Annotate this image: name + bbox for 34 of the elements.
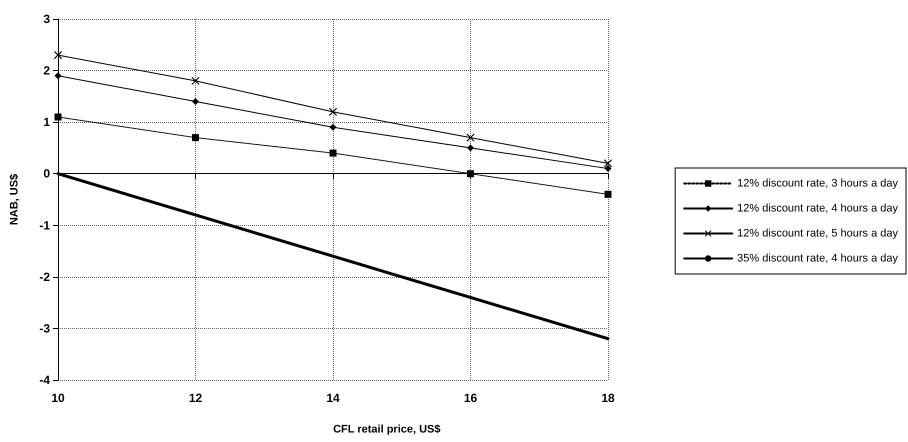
point: [330, 150, 336, 157]
x-tick-label: 12: [188, 391, 202, 405]
point: [54, 72, 62, 80]
legend-label: 12% discount rate, 5 hours a day: [737, 228, 898, 240]
y-tick-label: -1: [39, 218, 50, 232]
y-tick-label: 1: [43, 115, 50, 130]
x-tick-label: 10: [51, 391, 65, 405]
legend-label: 12% discount rate, 4 hours a day: [737, 202, 898, 214]
y-tick-label: -4: [39, 373, 50, 387]
point: [54, 113, 62, 120]
y-axis-title: NAB, US$: [8, 174, 20, 226]
point: [330, 124, 336, 131]
point: [467, 144, 474, 152]
x-tick-label: 14: [326, 391, 340, 405]
y-tick-label: 0: [43, 166, 50, 181]
y-tick-label: -2: [39, 270, 50, 284]
x-tick-label: 18: [601, 391, 615, 405]
legend-label: 12% discount rate, 3 hours a day: [737, 178, 898, 190]
x-tick-label: 16: [464, 391, 478, 405]
point: [192, 134, 199, 142]
point: [604, 165, 612, 172]
point: [604, 159, 612, 168]
point: [192, 98, 199, 106]
point: [54, 51, 62, 60]
legend-label: 35% discount rate, 4 hours a day: [737, 252, 898, 264]
x-axis-title: CFL retail price, US$: [333, 424, 440, 436]
point: [467, 170, 474, 178]
point: [329, 108, 337, 116]
y-tick-label: 3: [43, 12, 50, 26]
point: [192, 76, 200, 85]
point: [466, 134, 474, 142]
y-tick-label: 2: [43, 64, 50, 78]
point: [604, 190, 612, 198]
y-tick-label: -3: [39, 321, 50, 336]
